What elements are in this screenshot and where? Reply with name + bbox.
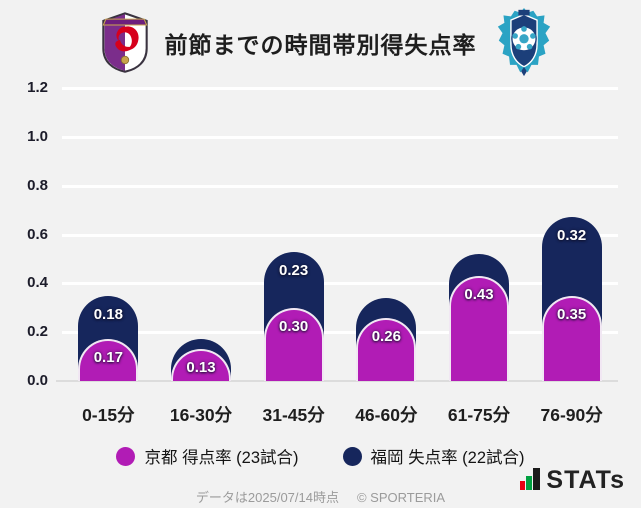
bar-kyoto-segment xyxy=(541,295,602,381)
x-tick-label: 61-75分 xyxy=(447,405,511,425)
copyright-text: © SPORTERIA xyxy=(356,490,446,505)
y-tick-label: 0.0 xyxy=(27,372,48,389)
gridline-zero xyxy=(56,380,618,382)
legend-label-fukuoka: 福岡 失点率 (22試合) xyxy=(370,449,525,467)
bar-kyoto-segment xyxy=(78,339,139,381)
gridline xyxy=(62,87,618,90)
bar-value-label-kyoto: 0.30 xyxy=(279,317,309,335)
x-tick-label: 0-15分 xyxy=(82,405,135,425)
stats-logo-bars-icon xyxy=(520,468,541,493)
gridline xyxy=(62,184,618,188)
legend-dot-fukuoka xyxy=(342,446,362,466)
kyoto-sanga-crest-icon xyxy=(102,12,148,73)
y-tick-label: 0.4 xyxy=(27,274,48,292)
bar-value-label-kyoto: 0.35 xyxy=(557,305,587,323)
bar-value-label-fukuoka: 0.32 xyxy=(557,227,587,245)
gridline xyxy=(62,233,618,237)
bar-value-label-kyoto: 0.17 xyxy=(93,349,123,367)
x-tick-label: 46-60分 xyxy=(355,405,418,425)
avispa-fukuoka-crest-icon xyxy=(497,7,551,77)
bar-kyoto-segment xyxy=(356,317,417,381)
y-tick-label: 0.8 xyxy=(27,176,48,194)
y-tick-label: 0.6 xyxy=(27,225,48,243)
y-tick-label: 1.2 xyxy=(27,79,48,96)
footer-source: データは2025/07/14時点 © SPORTERIA xyxy=(0,487,641,506)
legend-item-fukuoka: 福岡 失点率 (22試合) xyxy=(342,444,525,468)
gridline xyxy=(62,135,618,139)
bar-kyoto-segment xyxy=(449,276,509,381)
bar-value-label-kyoto: 0.13 xyxy=(186,359,216,377)
legend-dot-kyoto xyxy=(116,446,136,466)
gridline xyxy=(62,282,618,286)
bar-value-label-fukuoka: 0.18 xyxy=(93,305,123,323)
stats-logo: STATs xyxy=(520,468,625,493)
legend: 京都 得点率 (23試合) 福岡 失点率 (22試合) xyxy=(0,444,641,468)
bar-value-label-fukuoka: 0.23 xyxy=(279,261,309,279)
y-tick-label: 1.0 xyxy=(27,127,48,145)
x-tick-label: 76-90分 xyxy=(540,405,603,425)
bar-kyoto-segment xyxy=(263,307,324,381)
page-title: 前節までの時間帯別得失点率 xyxy=(164,32,477,58)
x-tick-label: 31-45分 xyxy=(262,405,325,425)
gridline xyxy=(62,331,618,335)
bar-value-label-kyoto: 0.26 xyxy=(371,327,401,345)
legend-label-kyoto: 京都 得点率 (23試合) xyxy=(144,449,299,467)
stats-logo-text: STATs xyxy=(546,466,625,494)
legend-item-kyoto: 京都 得点率 (23試合) xyxy=(116,444,299,468)
bar-value-label-kyoto: 0.43 xyxy=(464,286,494,303)
x-tick-label: 16-30分 xyxy=(169,405,233,425)
data-as-of-text: データは2025/07/14時点 xyxy=(195,490,339,505)
y-tick-label: 0.2 xyxy=(27,323,48,341)
